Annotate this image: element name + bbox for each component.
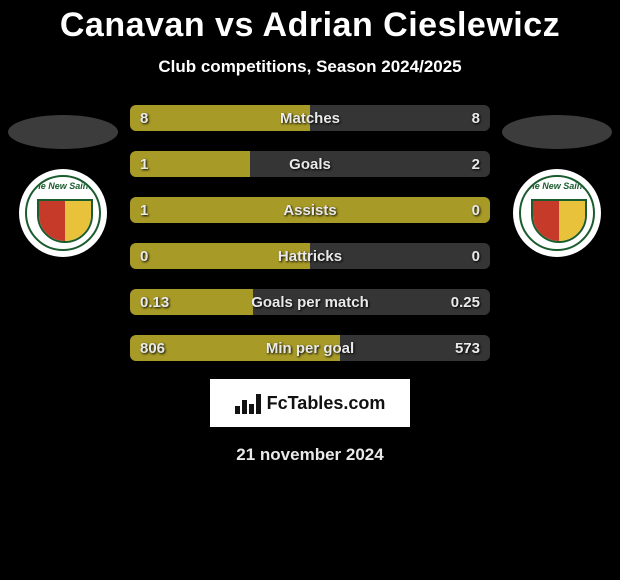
- stat-bar-left: [130, 151, 250, 177]
- shield-right-half-red: [533, 201, 559, 241]
- brand-chart-icon: [235, 392, 261, 414]
- crest-left-label: The New Saints: [27, 181, 99, 191]
- stat-row: 12Goals: [130, 151, 490, 177]
- shield-left-half-yellow: [65, 201, 91, 241]
- crest-right-label: The New Saints: [521, 181, 593, 191]
- player-right-col: The New Saints: [502, 105, 612, 257]
- page-title: Canavan vs Adrian Cieslewicz: [60, 6, 560, 45]
- player-left-col: The New Saints: [8, 105, 118, 257]
- stats-column: 88Matches 12Goals 10Assists 00Hattricks 0.13…: [130, 105, 490, 361]
- stat-row: 88Matches: [130, 105, 490, 131]
- shield-left-half-red: [39, 201, 65, 241]
- footer-date: 21 november 2024: [236, 445, 383, 465]
- brand-badge: FcTables.com: [210, 379, 410, 427]
- player-right-crest: The New Saints: [513, 169, 601, 257]
- stat-bar-right: [310, 243, 490, 269]
- player-right-ellipse: [502, 115, 612, 149]
- player-left-ellipse: [8, 115, 118, 149]
- comparison-infographic: Canavan vs Adrian Cieslewicz Club compet…: [0, 0, 620, 465]
- shield-right-half-yellow: [559, 201, 585, 241]
- player-left-crest: The New Saints: [19, 169, 107, 257]
- stat-bar-left: [130, 335, 340, 361]
- stat-row: 10Assists: [130, 197, 490, 223]
- stat-row: 00Hattricks: [130, 243, 490, 269]
- stat-bar-right: [253, 289, 490, 315]
- stat-row: 0.130.25Goals per match: [130, 289, 490, 315]
- stat-bar-left: [130, 289, 253, 315]
- stat-bar-left: [130, 105, 310, 131]
- page-subtitle: Club competitions, Season 2024/2025: [158, 57, 461, 77]
- content-row: The New Saints 88Matches 12Goals 10Assists…: [0, 105, 620, 361]
- stat-row: 806573Min per goal: [130, 335, 490, 361]
- stat-bar-right: [340, 335, 490, 361]
- stat-bar-left: [130, 243, 310, 269]
- stat-bar-left: [130, 197, 490, 223]
- stat-bar-right: [250, 151, 490, 177]
- brand-text: FcTables.com: [267, 393, 386, 414]
- stat-bar-right: [310, 105, 490, 131]
